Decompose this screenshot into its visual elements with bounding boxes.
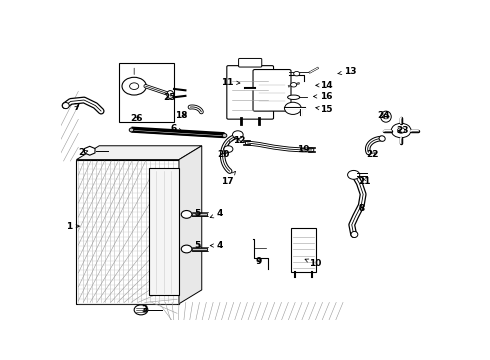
Text: 23: 23: [396, 126, 409, 135]
Text: 4: 4: [210, 241, 223, 250]
Ellipse shape: [288, 95, 300, 99]
Circle shape: [285, 102, 301, 114]
Bar: [76, 159, 179, 304]
FancyBboxPatch shape: [227, 66, 273, 119]
Bar: [192, 248, 207, 250]
Text: 12: 12: [233, 136, 245, 145]
Ellipse shape: [351, 231, 358, 238]
Text: 6: 6: [170, 124, 182, 133]
Bar: [119, 63, 174, 122]
Text: 15: 15: [316, 105, 333, 114]
Text: 18: 18: [174, 111, 187, 120]
Text: 10: 10: [305, 259, 321, 268]
FancyBboxPatch shape: [239, 58, 262, 67]
Bar: [192, 214, 207, 216]
Text: 7: 7: [73, 103, 80, 112]
Ellipse shape: [381, 111, 391, 122]
Circle shape: [294, 72, 300, 76]
Ellipse shape: [167, 91, 173, 98]
Bar: [192, 213, 207, 216]
Text: 16: 16: [314, 92, 333, 101]
Text: 20: 20: [218, 150, 230, 159]
Bar: [192, 213, 207, 215]
Circle shape: [291, 82, 297, 87]
Ellipse shape: [379, 136, 385, 141]
Text: 22: 22: [367, 150, 379, 159]
Text: 19: 19: [297, 145, 310, 154]
Text: 17: 17: [221, 171, 235, 186]
Circle shape: [181, 211, 192, 218]
Text: 4: 4: [210, 209, 223, 218]
Circle shape: [122, 77, 147, 95]
Circle shape: [233, 131, 243, 139]
Text: 2: 2: [78, 148, 88, 157]
Text: 14: 14: [316, 81, 333, 90]
Ellipse shape: [222, 134, 227, 138]
Text: 1: 1: [66, 222, 79, 231]
Circle shape: [224, 146, 233, 152]
Text: 9: 9: [255, 257, 262, 266]
Bar: [192, 248, 207, 250]
Ellipse shape: [62, 103, 69, 109]
Text: 5: 5: [194, 241, 200, 250]
Bar: [291, 228, 316, 272]
Circle shape: [134, 305, 148, 315]
Text: 11: 11: [221, 77, 240, 86]
Circle shape: [383, 114, 389, 119]
Bar: [192, 249, 207, 251]
Circle shape: [129, 83, 139, 90]
Polygon shape: [76, 146, 202, 159]
Text: 21: 21: [358, 177, 370, 186]
Ellipse shape: [129, 128, 134, 132]
Circle shape: [397, 128, 405, 133]
Circle shape: [391, 123, 411, 138]
Polygon shape: [179, 146, 202, 304]
FancyBboxPatch shape: [253, 69, 291, 111]
Bar: [148, 168, 179, 296]
Text: 5: 5: [194, 209, 200, 218]
Text: 8: 8: [358, 204, 365, 213]
Text: 24: 24: [377, 111, 390, 120]
Text: 26: 26: [130, 114, 143, 123]
Text: 13: 13: [338, 67, 356, 76]
Text: 25: 25: [163, 93, 176, 102]
Circle shape: [347, 170, 360, 179]
Circle shape: [181, 245, 192, 253]
Text: 3: 3: [142, 305, 148, 314]
Bar: [76, 159, 179, 304]
